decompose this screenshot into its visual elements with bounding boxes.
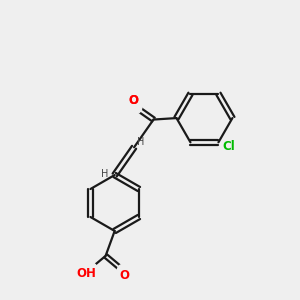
Text: O: O	[128, 94, 138, 107]
Text: Cl: Cl	[222, 140, 235, 153]
Text: O: O	[128, 94, 138, 107]
Text: H: H	[137, 137, 144, 147]
Text: OH: OH	[76, 268, 96, 281]
Text: O: O	[119, 269, 129, 282]
Text: H: H	[101, 169, 108, 178]
